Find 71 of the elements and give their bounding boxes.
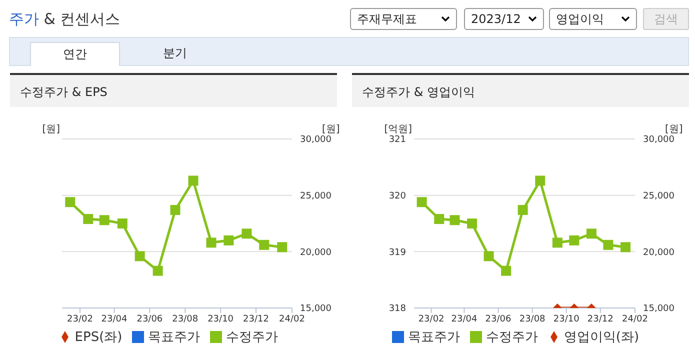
tab: 연간 <box>30 42 120 66</box>
y-tick-label: 320 <box>388 192 406 202</box>
legend-label: 영업이익(좌) <box>564 330 640 345</box>
y-axis-title: [억원] <box>383 123 412 135</box>
point <box>99 215 110 226</box>
y2-tick-label: 25,000 <box>643 192 675 202</box>
x-tick-label: 24/02 <box>622 314 648 324</box>
point <box>434 214 444 224</box>
point <box>569 235 580 246</box>
point <box>518 204 528 215</box>
dropdown-field: 주재무제표 <box>350 8 457 30</box>
point <box>117 218 128 228</box>
point <box>83 214 94 224</box>
y-axis-title: [원] <box>41 123 60 136</box>
y2-tick-label: 30,000 <box>300 135 332 146</box>
legend-label: 목표주가 <box>148 330 200 345</box>
point <box>552 238 562 248</box>
point <box>259 240 270 250</box>
y-tick-label: 319 <box>388 248 406 258</box>
point <box>224 235 234 246</box>
point <box>242 228 252 239</box>
x-tick-label: 23/06 <box>136 314 163 324</box>
point <box>277 242 288 252</box>
y2-axis-title: [원] <box>322 123 340 135</box>
chart-title: 수정주가 & 영업이익 <box>352 73 689 107</box>
point <box>603 240 614 250</box>
x-tick-label: 23/10 <box>553 314 580 324</box>
legend-label: 수정주가 <box>226 330 278 345</box>
dropdown-field: 2023/12 <box>464 8 544 30</box>
x-tick-label: 23/04 <box>451 314 478 324</box>
x-tick-label: 23/04 <box>101 314 128 324</box>
y2-tick-label: 20,000 <box>643 248 675 258</box>
point <box>501 266 512 276</box>
y2-tick-label: 15,000 <box>643 304 675 314</box>
y2-tick-label: 15,000 <box>300 304 332 314</box>
x-tick-label: 23/02 <box>67 314 93 324</box>
y2-tick-label: 20,000 <box>300 248 332 258</box>
point <box>206 238 216 248</box>
x-tick-label: 23/12 <box>243 314 269 324</box>
legend-label: EPS(좌) <box>74 330 122 345</box>
point <box>188 176 198 186</box>
point <box>484 251 494 262</box>
y-tick-label: 321 <box>388 135 406 146</box>
x-tick-label: 23/12 <box>587 314 614 324</box>
point <box>152 266 163 276</box>
point <box>535 176 546 186</box>
point <box>467 218 478 228</box>
search-button: 검색 <box>643 8 689 30</box>
y2-tick-label: 30,000 <box>643 135 675 146</box>
x-tick-label: 23/08 <box>172 314 198 324</box>
dropdown-field: 영업이익 <box>549 8 637 30</box>
point <box>586 228 596 239</box>
y2-tick-label: 25,000 <box>300 192 332 202</box>
text: 주가 & 컨센서스 <box>9 10 120 29</box>
point <box>65 197 76 208</box>
point <box>134 251 145 262</box>
text: 분기 <box>162 45 188 62</box>
point <box>170 204 180 215</box>
x-tick-label: 24/02 <box>279 314 305 324</box>
point <box>416 197 427 208</box>
x-tick-label: 23/02 <box>418 314 444 324</box>
legend-label: 수정주가 <box>486 330 538 345</box>
point <box>450 215 460 226</box>
y-tick-label: 318 <box>388 304 406 314</box>
x-tick-label: 23/10 <box>208 314 234 324</box>
x-tick-label: 23/06 <box>485 314 512 324</box>
x-tick-label: 23/08 <box>519 314 546 324</box>
chart-title: 수정주가 & EPS <box>10 73 337 107</box>
legend-label: 목표주가 <box>408 330 460 345</box>
y2-axis-title: [원] <box>665 123 683 135</box>
point <box>620 242 631 252</box>
